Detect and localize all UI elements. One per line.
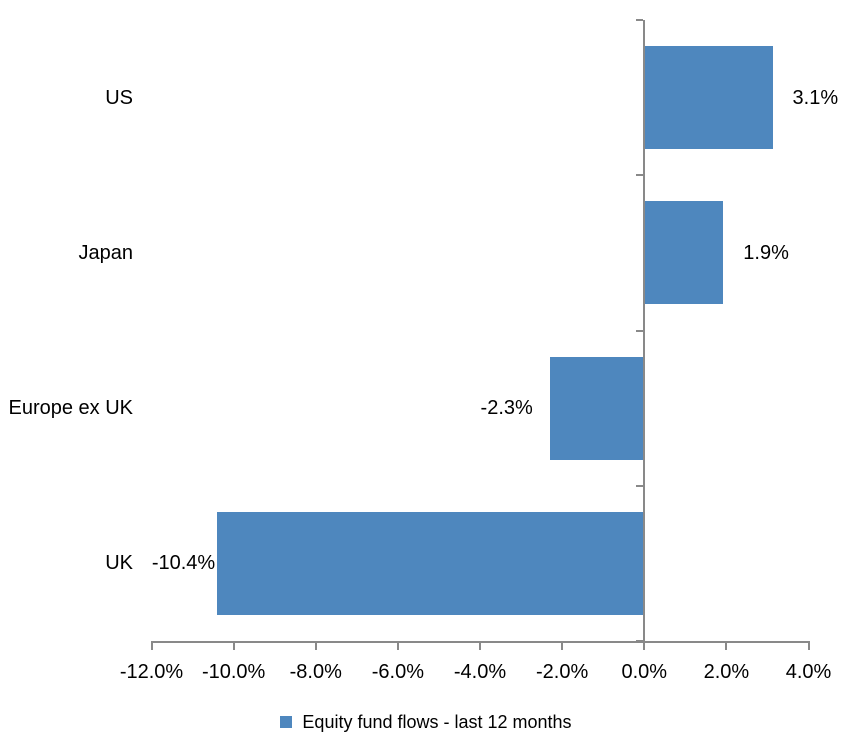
legend: Equity fund flows - last 12 months	[0, 710, 852, 734]
category-label: Europe ex UK	[8, 397, 133, 420]
y-axis-tick	[636, 19, 644, 21]
y-axis-tick	[636, 484, 644, 487]
bar	[645, 46, 773, 150]
x-axis-tick	[807, 641, 810, 650]
x-tick-label: 4.0%	[785, 661, 832, 683]
x-axis-tick	[314, 641, 317, 650]
bar-data-label: -10.4%	[151, 552, 216, 575]
x-axis-tick	[561, 641, 564, 650]
x-tick-label: 0.0%	[621, 661, 668, 683]
x-axis-tick	[479, 641, 481, 650]
x-axis-tick	[150, 641, 153, 650]
bar-data-label: 3.1%	[792, 86, 839, 109]
bar	[217, 511, 645, 615]
x-axis-tick	[643, 641, 646, 650]
legend-swatch	[280, 716, 293, 728]
x-axis-tick	[232, 641, 235, 650]
bar-data-label: 1.9%	[743, 241, 789, 264]
x-tick-label: 2.0%	[703, 661, 750, 683]
x-axis-line	[150, 641, 810, 643]
bar-data-label: -2.3%	[480, 397, 533, 420]
bar	[549, 356, 645, 460]
x-tick-label: -4.0%	[453, 661, 507, 683]
x-tick-label: -6.0%	[371, 661, 424, 683]
y-axis-tick	[636, 174, 644, 177]
x-tick-label: -12.0%	[119, 661, 184, 683]
x-tick-label: -2.0%	[536, 661, 589, 683]
bar	[645, 201, 724, 305]
y-axis-tick	[636, 329, 644, 332]
x-axis-tick	[725, 641, 728, 650]
category-label: US	[105, 86, 133, 109]
category-label: UK	[105, 552, 133, 575]
x-tick-label: -8.0%	[289, 661, 342, 683]
y-axis-line	[643, 20, 646, 643]
x-axis-tick	[396, 641, 399, 650]
category-label: Japan	[78, 241, 134, 264]
legend-label: Equity fund flows - last 12 months	[302, 711, 572, 732]
x-tick-label: -10.0%	[201, 661, 266, 683]
